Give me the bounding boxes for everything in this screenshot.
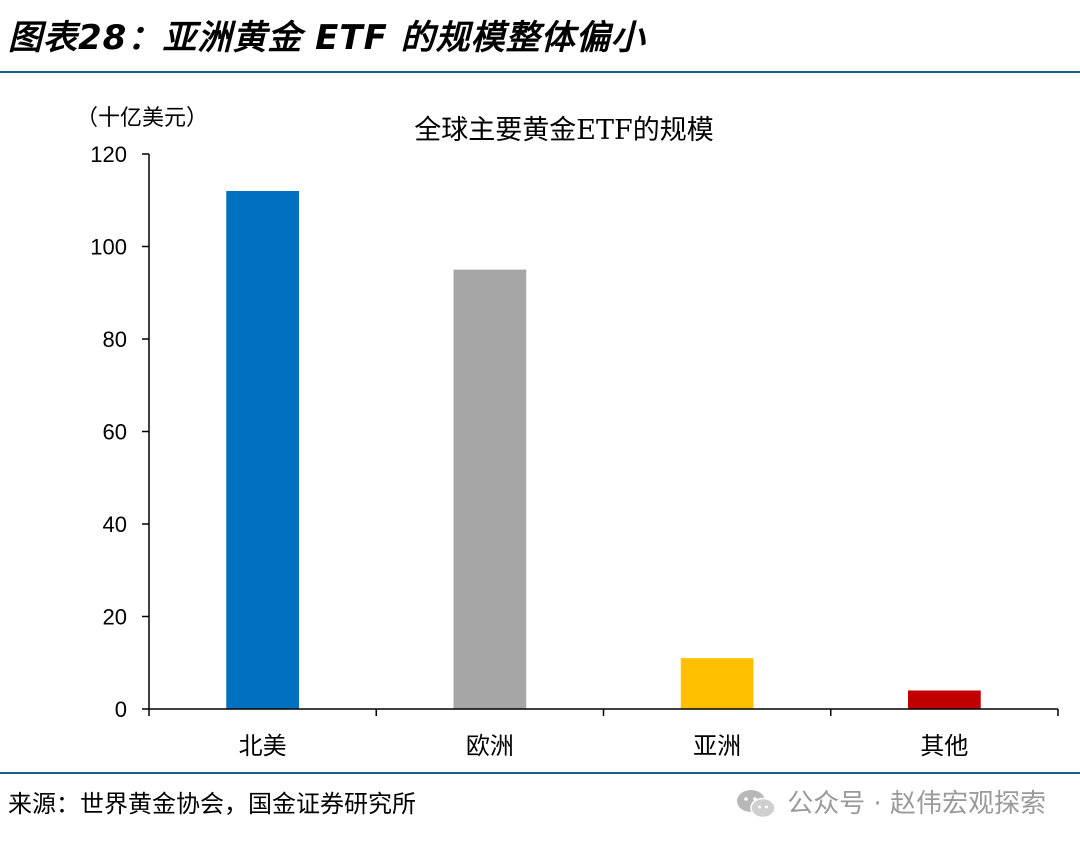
y-axis: 0 20 40 60 80 100 120 — [90, 142, 150, 722]
figure-title: 图表28：亚洲黄金 ETF 的规模整体偏小 — [8, 18, 646, 58]
bar-2 — [453, 269, 527, 709]
y-tick-label: 100 — [90, 235, 127, 260]
y-tick-label: 40 — [103, 512, 127, 537]
title-divider — [0, 71, 1080, 73]
x-tick-label: 其他 — [920, 732, 968, 760]
y-tick-label: 120 — [90, 142, 127, 167]
wechat-icon — [737, 790, 776, 819]
y-tick-label: 20 — [103, 605, 127, 630]
bar-1 — [226, 191, 299, 709]
y-tick-label: 80 — [103, 327, 127, 352]
x-tick-label: 欧洲 — [466, 732, 514, 760]
bar-4 — [908, 690, 981, 709]
footer-divider — [0, 772, 1080, 774]
source-note: 来源：世界黄金协会，国金证券研究所 — [8, 790, 416, 818]
y-tick-label: 0 — [115, 697, 127, 722]
watermark-text: 公众号 · 赵伟宏观探索 — [787, 789, 1046, 819]
y-axis-unit-label: （十亿美元） — [76, 106, 208, 131]
bar-chart: 全球主要黄金ETF的规模 （十亿美元） 0 20 40 60 80 100 120 北美 欧洲… — [76, 106, 1059, 760]
chart-title: 全球主要黄金ETF的规模 — [414, 115, 713, 146]
y-tick-label: 60 — [103, 420, 127, 445]
x-tick-label: 亚洲 — [693, 732, 741, 760]
bar-series — [226, 191, 981, 709]
bar-3 — [680, 658, 754, 709]
x-axis: 北美 欧洲 亚洲 其他 — [148, 708, 1059, 760]
watermark: 公众号 · 赵伟宏观探索 — [735, 784, 1046, 824]
x-tick-label: 北美 — [239, 732, 287, 760]
